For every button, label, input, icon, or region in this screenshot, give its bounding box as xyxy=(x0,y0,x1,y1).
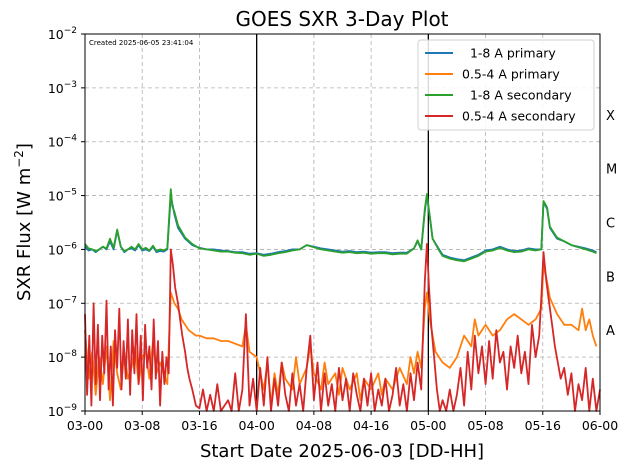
y-tick-exponent: −8 xyxy=(64,349,78,359)
y-tick-base: 10 xyxy=(48,81,64,96)
series-line xyxy=(84,243,601,412)
day-markers xyxy=(256,34,429,411)
series-layer xyxy=(84,188,601,412)
y-tick-exponent: −4 xyxy=(64,134,78,144)
y-tick-label: 10−6 xyxy=(48,241,77,257)
x-tick-label: 05-16 xyxy=(525,418,561,433)
y-tick-exponent: −3 xyxy=(64,80,77,90)
y-tick-label: 10−7 xyxy=(48,295,77,311)
y-tick-base: 10 xyxy=(48,350,64,365)
y-tick-base: 10 xyxy=(48,27,64,42)
x-axis-label: Start Date 2025-06-03 [DD-HH] xyxy=(200,441,484,462)
legend-entry-label: 1-8 A primary xyxy=(462,46,556,61)
y-tick-label: 10−2 xyxy=(48,26,77,42)
legend-box xyxy=(417,39,595,131)
legend-entry-label: 0.5-4 A primary xyxy=(462,67,560,82)
flare-class-label: B xyxy=(606,270,615,285)
x-tick-label: 04-08 xyxy=(296,418,332,433)
flare-class-label: M xyxy=(606,163,617,178)
x-tick-label: 03-16 xyxy=(181,418,217,433)
y-axis-label-close: ] xyxy=(14,143,35,150)
y-axis: 10−910−810−710−610−510−410−310−2 xyxy=(48,26,85,419)
flare-class-labels: A B C M X xyxy=(606,109,617,339)
y-tick-base: 10 xyxy=(48,135,64,150)
x-tick-label: 03-00 xyxy=(67,418,103,433)
y-tick-exponent: −7 xyxy=(64,295,77,305)
y-tick-exponent: −6 xyxy=(64,241,78,251)
x-tick-label: 06-00 xyxy=(582,418,618,433)
x-tick-label: 04-16 xyxy=(353,418,389,433)
y-tick-exponent: −9 xyxy=(64,403,78,413)
y-axis-label-exponent: −2 xyxy=(12,150,26,168)
plot-frame xyxy=(84,33,601,412)
y-tick-exponent: −2 xyxy=(64,26,77,36)
y-tick-base: 10 xyxy=(48,296,64,311)
x-tick-label: 03-08 xyxy=(124,418,160,433)
flare-class-label: A xyxy=(606,324,615,339)
x-axis: 03-00 03-08 03-16 04-00 04-08 04-16 05-00 05-08… xyxy=(67,411,618,433)
y-tick-label: 10−9 xyxy=(48,403,77,419)
y-tick-base: 10 xyxy=(48,189,64,204)
x-tick-label: 05-00 xyxy=(410,418,446,433)
x-tick-label: 04-00 xyxy=(239,418,275,433)
y-tick-label: 10−3 xyxy=(48,80,77,96)
y-tick-label: 10−4 xyxy=(48,134,77,150)
y-tick-base: 10 xyxy=(48,242,64,257)
series-line xyxy=(84,188,597,263)
created-note: Created 2025-06-05 23:41:04 xyxy=(89,39,194,47)
y-tick-base: 10 xyxy=(48,404,64,419)
y-tick-label: 10−8 xyxy=(48,349,77,365)
legend: 1-8 A primary 0.5-4 A primary 1-8 A secon… xyxy=(417,39,595,131)
legend-entry-label: 0.5-4 A secondary xyxy=(462,109,576,124)
y-tick-label: 10−5 xyxy=(48,188,77,204)
x-tick-label: 05-08 xyxy=(467,418,503,433)
y-tick-exponent: −5 xyxy=(64,188,77,198)
flare-class-label: C xyxy=(606,217,615,232)
flare-class-label: X xyxy=(606,109,615,124)
chart-title: GOES SXR 3-Day Plot xyxy=(235,7,448,31)
y-axis-label-main: SXR Flux [W m xyxy=(14,168,35,301)
y-axis-label: SXR Flux [W m−2] xyxy=(12,143,35,301)
legend-entry-label: 1-8 A secondary xyxy=(462,88,572,103)
